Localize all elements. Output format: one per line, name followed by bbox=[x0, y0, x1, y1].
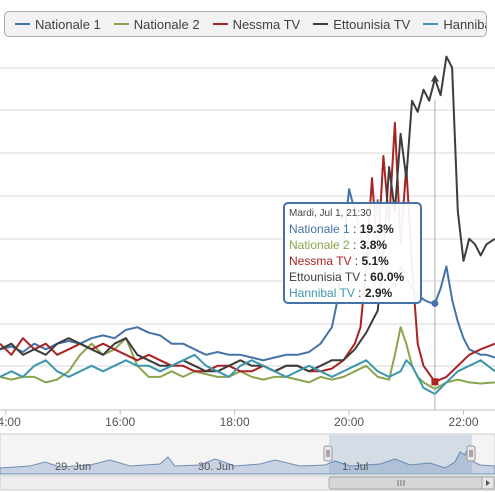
crosshair bbox=[430, 74, 439, 410]
tooltip-title: Mardi, Jul 1, 21:30 bbox=[289, 208, 372, 219]
legend-swatch bbox=[423, 23, 439, 25]
marker-nationale-1 bbox=[431, 299, 439, 307]
tooltip-separator: : bbox=[360, 270, 371, 284]
tooltip-series-name: Nationale 1 bbox=[289, 222, 350, 236]
navigator-label-jun30: 30. Jun bbox=[198, 461, 234, 473]
legend-item-5[interactable]: Hannibal TV bbox=[423, 16, 486, 32]
legend-item-4[interactable]: Ettounisia TV bbox=[313, 17, 410, 32]
tooltip-value: 60.0% bbox=[370, 270, 405, 284]
grid-lines bbox=[0, 67, 495, 411]
legend-swatch bbox=[15, 23, 30, 25]
tooltip-series-name: Ettounisia TV bbox=[289, 270, 361, 284]
legend-item-2[interactable]: Nationale 2 bbox=[113, 16, 200, 32]
tooltip-row: Nationale 2 : 3.8% bbox=[289, 237, 416, 253]
legend-label: Nationale 1 bbox=[35, 16, 101, 32]
tooltip-value: 3.8% bbox=[359, 238, 388, 252]
legend-label: Hannibal TV bbox=[443, 16, 486, 32]
legend-label: Ettounisia TV bbox=[333, 16, 411, 32]
legend-label: Nessma TV bbox=[232, 16, 301, 32]
legend-swatch bbox=[212, 23, 228, 25]
legend-label: Nationale 2 bbox=[133, 16, 200, 32]
legend: Nationale 1 Nationale 2 Nessma TV Ettounisi… bbox=[4, 11, 487, 37]
series-line-1 bbox=[0, 188, 495, 362]
marker-nessma-tv bbox=[431, 378, 439, 386]
scroll-right-arrow-icon bbox=[486, 480, 490, 486]
x-axis: 14:00 16:00 18:00 20:00 22:00 bbox=[0, 410, 479, 429]
x-tick-label: 16:00 bbox=[105, 415, 135, 429]
legend-swatch bbox=[113, 23, 129, 25]
tooltip-separator: : bbox=[349, 222, 360, 236]
navigator-label-jun29: 29. Jun bbox=[55, 461, 91, 473]
legend-swatch bbox=[313, 23, 329, 25]
navigator-handle-right[interactable] bbox=[466, 445, 476, 462]
tooltip-separator: : bbox=[354, 286, 365, 300]
tooltip-series-name: Nessma TV bbox=[289, 254, 352, 268]
tooltip-row: Nessma TV : 5.1% bbox=[289, 253, 416, 269]
navigator[interactable]: 29. Jun 30. Jun 1. Jul bbox=[0, 433, 495, 491]
navigator-label-jul1: 1. Jul bbox=[342, 461, 368, 473]
tooltip: Mardi, Jul 1, 21:30 Nationale 1 : 19.3% N… bbox=[283, 202, 422, 304]
tooltip-value: 5.1% bbox=[361, 254, 389, 268]
marker-ettounisia-tv bbox=[430, 74, 439, 82]
x-tick-label: 22:00 bbox=[449, 415, 479, 429]
tooltip-value: 2.9% bbox=[364, 286, 393, 300]
tooltip-row: Nationale 1 : 19.3% bbox=[289, 221, 416, 237]
tooltip-series-name: Hannibal TV bbox=[289, 286, 355, 300]
navigator-handle-left[interactable] bbox=[323, 445, 333, 462]
legend-item-1[interactable]: Nationale 1 bbox=[15, 17, 101, 32]
x-tick-label: 20:00 bbox=[334, 415, 364, 429]
x-tick-label: 14:00 bbox=[0, 415, 21, 429]
scrollbar-thumb[interactable] bbox=[328, 476, 483, 490]
tooltip-series-name: Nationale 2 bbox=[289, 238, 350, 252]
series-line-5 bbox=[0, 353, 495, 395]
tooltip-row: Ettounisia TV : 60.0% bbox=[289, 269, 416, 285]
tooltip-row: Hannibal TV : 2.9% bbox=[289, 285, 416, 301]
tooltip-separator: : bbox=[351, 254, 362, 268]
tooltip-separator: : bbox=[349, 238, 360, 252]
navigator-selection[interactable] bbox=[329, 435, 472, 473]
legend-item-3[interactable]: Nessma TV bbox=[212, 16, 301, 32]
x-tick-label: 18:00 bbox=[220, 415, 250, 429]
tooltip-value: 19.3% bbox=[359, 222, 394, 236]
